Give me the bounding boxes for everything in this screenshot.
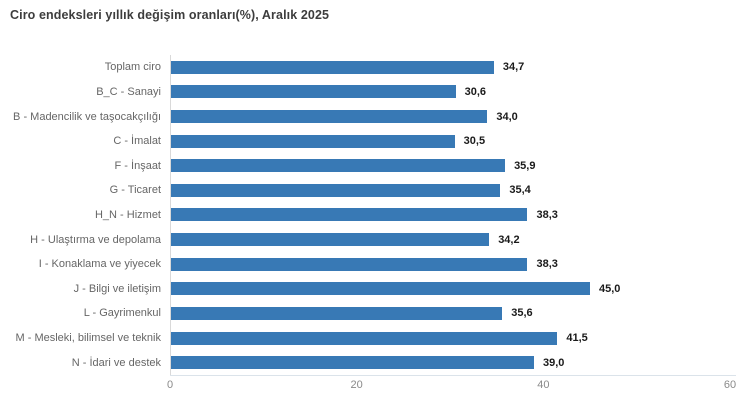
bar[interactable]	[170, 60, 494, 74]
value-label: 45,0	[599, 282, 621, 295]
x-tick-label: 0	[166, 379, 174, 391]
bar[interactable]	[170, 257, 528, 271]
bar-track: 38,3	[170, 203, 730, 228]
bar-row: N - İdari ve destek 39,0	[0, 350, 730, 375]
bar-track: 35,9	[170, 153, 730, 178]
category-label: H - Ulaştırma ve depolama	[30, 233, 161, 246]
x-axis-ticks: 0 20 40 60	[166, 379, 736, 395]
bar[interactable]	[170, 134, 455, 148]
value-label: 35,4	[509, 184, 531, 197]
category-label: L - Gayrimenkul	[83, 307, 161, 320]
bar[interactable]	[170, 208, 528, 222]
bar-track: 39,0	[170, 350, 730, 375]
category-label: C - İmalat	[113, 135, 161, 148]
category-label: N - İdari ve destek	[71, 356, 161, 369]
bar-row: H_N - Hizmet 38,3	[0, 203, 730, 228]
bar-row: H - Ulaştırma ve depolama 34,2	[0, 227, 730, 252]
x-tick-label: 40	[537, 379, 550, 391]
bar[interactable]	[170, 159, 506, 173]
bar-row: Toplam ciro 34,7	[0, 55, 730, 80]
y-axis-line	[170, 55, 171, 375]
category-label: I - Konaklama ve yiyecek	[38, 258, 161, 271]
bar[interactable]	[170, 356, 534, 370]
bar-row: J - Bilgi ve iletişim 45,0	[0, 276, 730, 301]
bar-track: 34,0	[170, 104, 730, 129]
category-label: Toplam ciro	[104, 61, 161, 74]
bar[interactable]	[170, 183, 501, 197]
bar[interactable]	[170, 331, 558, 345]
category-label: B - Madencilik ve taşocakçılığı	[13, 110, 161, 123]
category-label: H_N - Hizmet	[94, 208, 161, 221]
chart-title: Ciro endeksleri yıllık değişim oranları(…	[10, 8, 330, 22]
category-label: M - Mesleki, bilimsel ve teknik	[15, 332, 161, 344]
x-tick-label: 60	[723, 379, 737, 391]
bar-row: F - İnşaat 35,9	[0, 153, 730, 178]
x-axis-line	[170, 375, 736, 376]
category-label: J - Bilgi ve iletişim	[73, 282, 161, 295]
value-label: 35,9	[514, 159, 536, 172]
value-label: 34,2	[498, 233, 520, 246]
bar[interactable]	[170, 110, 488, 124]
bar-plot-area: Toplam ciro 34,7 B_C - Sanayi 30,6 B - Maden…	[0, 55, 730, 375]
bar-track: 38,3	[170, 252, 730, 277]
value-label: 39,0	[543, 356, 565, 369]
bar-track: 45,0	[170, 276, 730, 301]
bar-row: M - Mesleki, bilimsel ve teknik 41,5	[0, 326, 730, 351]
bar-track: 34,2	[170, 227, 730, 252]
value-label: 30,6	[464, 85, 487, 98]
value-label: 35,6	[511, 307, 533, 320]
bar-row: G - Ticaret 35,4	[0, 178, 730, 203]
value-label: 34,0	[496, 110, 518, 123]
bar-track: 35,6	[170, 301, 730, 326]
bar-track: 34,7	[170, 55, 730, 80]
bar-row: B - Madencilik ve taşocakçılığı 34,0	[0, 104, 730, 129]
bar-row: B_C - Sanayi 30,6	[0, 80, 730, 105]
bar-track: 35,4	[170, 178, 730, 203]
value-label: 38,3	[536, 208, 558, 221]
bar[interactable]	[170, 306, 503, 320]
bar[interactable]	[170, 282, 590, 296]
bar[interactable]	[170, 85, 456, 99]
bar[interactable]	[170, 233, 490, 247]
bar-track: 30,6	[170, 80, 730, 105]
bar-track: 30,5	[170, 129, 730, 154]
value-label: 38,3	[536, 258, 558, 271]
category-label: F - İnşaat	[114, 159, 161, 172]
x-tick-label: 20	[350, 379, 363, 391]
value-label: 30,5	[463, 135, 486, 148]
bar-row: I - Konaklama ve yiyecek 38,3	[0, 252, 730, 277]
category-label: B_C - Sanayi	[96, 85, 161, 98]
bar-track: 41,5	[170, 326, 730, 351]
value-label: 41,5	[566, 332, 588, 344]
bar-row: C - İmalat 30,5	[0, 129, 730, 154]
value-label: 34,7	[502, 61, 525, 74]
bar-row: L - Gayrimenkul 35,6	[0, 301, 730, 326]
category-label: G - Ticaret	[109, 184, 161, 197]
